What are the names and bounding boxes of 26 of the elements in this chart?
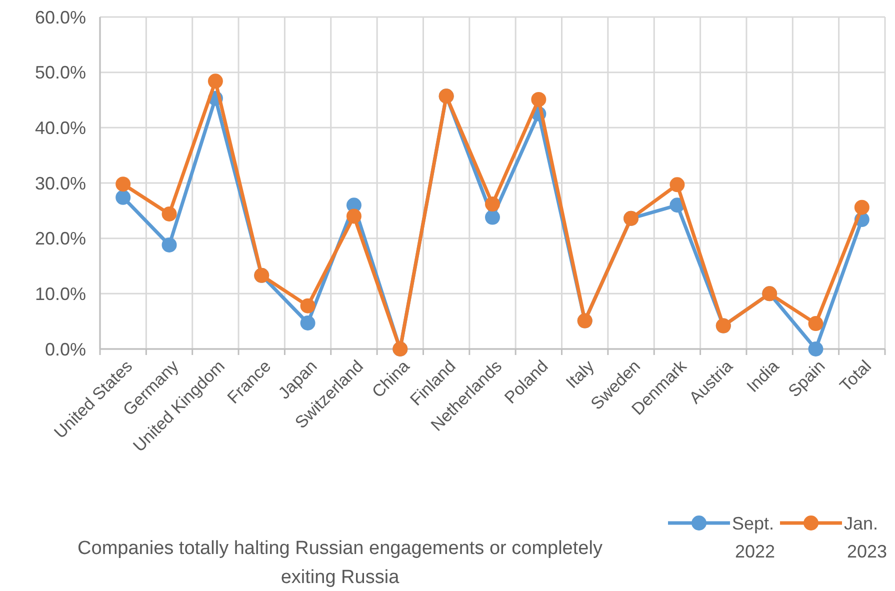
point bbox=[208, 74, 223, 89]
y-tick-label: 40.0% bbox=[34, 118, 86, 138]
point bbox=[808, 342, 824, 356]
legend-label: Jan. 2023 bbox=[844, 513, 888, 562]
point bbox=[162, 206, 177, 222]
point bbox=[808, 316, 824, 332]
point bbox=[116, 176, 131, 192]
x-tick-label: Italy bbox=[562, 356, 598, 392]
legend-label: Sept. 2022 bbox=[732, 513, 776, 562]
point bbox=[670, 177, 685, 192]
point bbox=[531, 92, 546, 107]
y-tick-label: 0.0% bbox=[44, 339, 86, 360]
point bbox=[346, 208, 362, 224]
y-tick-label: 50.0% bbox=[34, 62, 86, 83]
point bbox=[485, 210, 500, 225]
point bbox=[485, 196, 500, 212]
point bbox=[300, 298, 316, 314]
x-axis-title: Companies totally halting Russian engagements or completely exiting Russia bbox=[78, 538, 603, 588]
y-tick-label: 10.0% bbox=[34, 284, 86, 304]
point bbox=[300, 316, 316, 330]
point bbox=[116, 190, 131, 205]
y-tick-label: 30.0% bbox=[34, 173, 86, 194]
point bbox=[854, 200, 870, 215]
y-tick-label: 20.0% bbox=[34, 228, 86, 249]
y-tick-label: 60.0% bbox=[34, 7, 86, 28]
point bbox=[162, 237, 177, 252]
